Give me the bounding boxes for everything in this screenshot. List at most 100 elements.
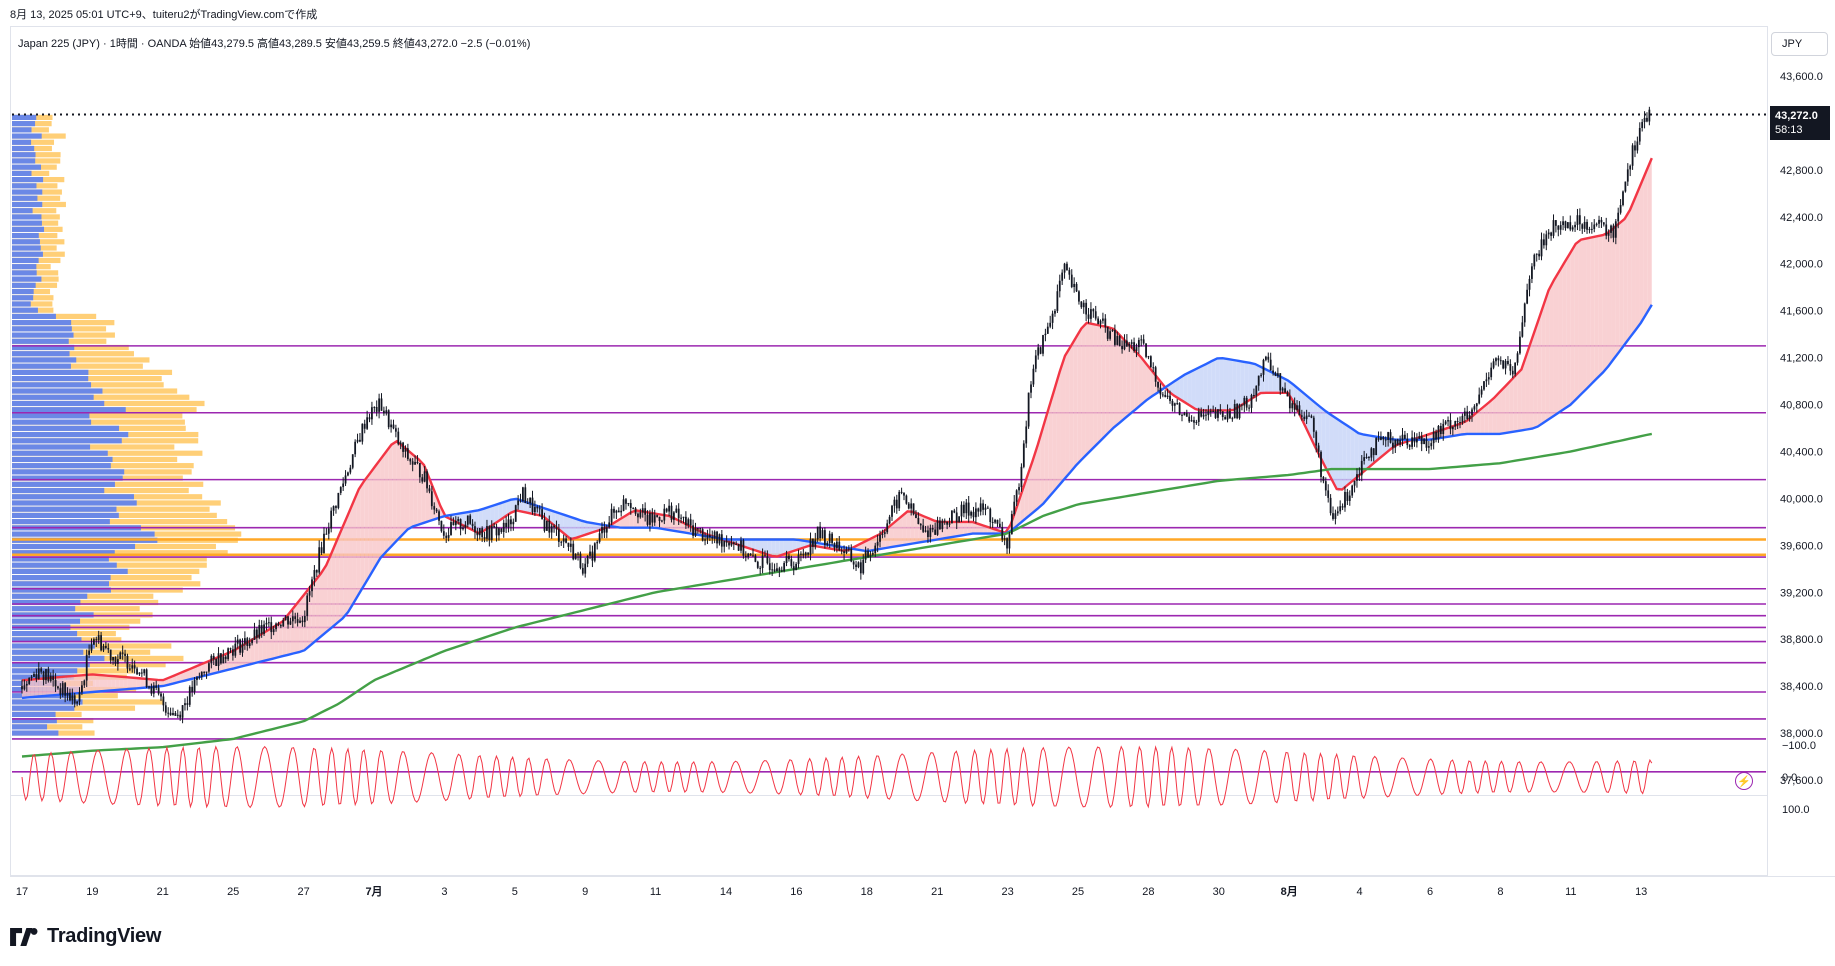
symbol-legend[interactable]: Japan 225 (JPY) · 1時間 · OANDA 始値43,279.5… [18,38,531,50]
ma-cloud-segment [796,539,801,551]
ma-cloud-segment [111,676,116,691]
candle-body [1516,353,1519,363]
candle-body [466,515,469,525]
candle-body [474,526,476,533]
candle-body [843,551,845,554]
candle-body [553,525,555,528]
candle-body [545,520,548,531]
candle-body [840,550,843,552]
candle-body [498,528,500,536]
candle-body [490,526,493,540]
ma-cloud-segment [1215,357,1220,411]
price-tick-label: 39,200.0 [1780,587,1823,599]
time-tick-label: 14 [720,886,732,898]
volume-bar-down [12,301,53,307]
candle-body [634,508,637,514]
currency-selector[interactable]: JPY [1771,32,1828,56]
candle-body [749,553,752,556]
oscillator-tick-label: 0.0 [1782,772,1797,784]
candle-body [73,695,76,704]
candle-body [591,551,594,561]
time-tick-label: 16 [790,886,802,898]
candle-body [232,649,234,656]
candle-body [1521,322,1524,337]
candle-body [1492,361,1495,368]
candle-body [543,519,546,531]
ma-cloud-segment [665,515,670,531]
candle-body [1078,291,1080,302]
volume-bar-down [12,413,183,419]
candle-body [898,491,901,509]
volume-bar-up [12,127,32,133]
candle-body [555,527,558,530]
candle-body [601,526,603,534]
candle-body [586,555,589,564]
ma-cloud-segment [1611,226,1616,363]
time-tick-label: 6 [1427,886,1433,898]
ma-cloud-segment [266,628,271,661]
ma-cloud-segment [502,501,507,519]
candle-body [577,553,579,555]
candle-body [627,503,630,505]
candle-body [481,528,484,538]
candle-body [1267,356,1270,360]
volume-bar-up [12,170,32,176]
ma-cloud-segment [323,562,328,635]
candle-body [428,488,431,492]
candle-body [1063,263,1066,273]
candle-body [454,520,457,526]
volume-bar-down [12,400,205,407]
ma-cloud-segment [372,464,377,572]
candle-body [1490,367,1493,378]
lightning-icon[interactable]: ⚡ [1735,772,1753,790]
candle-body [1231,418,1234,420]
candle-body [1401,434,1404,440]
candle-body [471,523,474,527]
candle-body [629,503,632,508]
candle-body [929,528,932,537]
tradingview-logo[interactable]: TradingView [10,925,161,948]
ma-cloud-segment [588,522,593,534]
candle-body [263,624,265,634]
candle-body [756,561,759,568]
oscillator-line [21,745,1653,809]
ma-cloud-segment [1566,252,1571,408]
last-price-value: 43,272.0 [1775,110,1818,122]
volume-bar-up [12,574,111,581]
ma-cloud-segment [127,677,133,690]
candle-body [565,538,567,543]
candle-body [85,654,88,681]
ma-cloud-segment [1329,414,1334,484]
candle-body [1226,411,1229,420]
candle-body [1356,474,1358,481]
ma-cloud-segment [910,510,915,544]
candle-body [1080,301,1083,308]
candle-body [1082,302,1085,308]
candle-body [773,569,776,572]
brand-name: TradingView [47,925,162,947]
candle-body [646,514,649,525]
candle-body [718,534,721,544]
candle-body [217,653,220,666]
candle-body [1058,280,1061,292]
volume-bar-up [12,512,119,519]
candle-body [140,672,143,674]
candle-body [1375,438,1378,456]
ma-cloud-segment [865,539,870,551]
ma-cloud-segment [1350,427,1355,483]
volume-bar-up [12,220,42,226]
price-tick-label: 38,000.0 [1780,728,1823,740]
tradingview-logo-icon [10,927,38,946]
oscillator-pane-divider[interactable] [10,795,1768,796]
ma-cloud-segment [1338,419,1343,492]
candle-body [306,595,309,617]
volume-bar-down [12,139,55,145]
candle-body [241,643,244,653]
candle-body [1346,491,1349,501]
candle-body [1634,145,1636,151]
volume-bar-up [12,469,125,475]
ma-cloud-segment [523,501,528,513]
candle-body [994,519,996,523]
candle-body [821,530,824,539]
